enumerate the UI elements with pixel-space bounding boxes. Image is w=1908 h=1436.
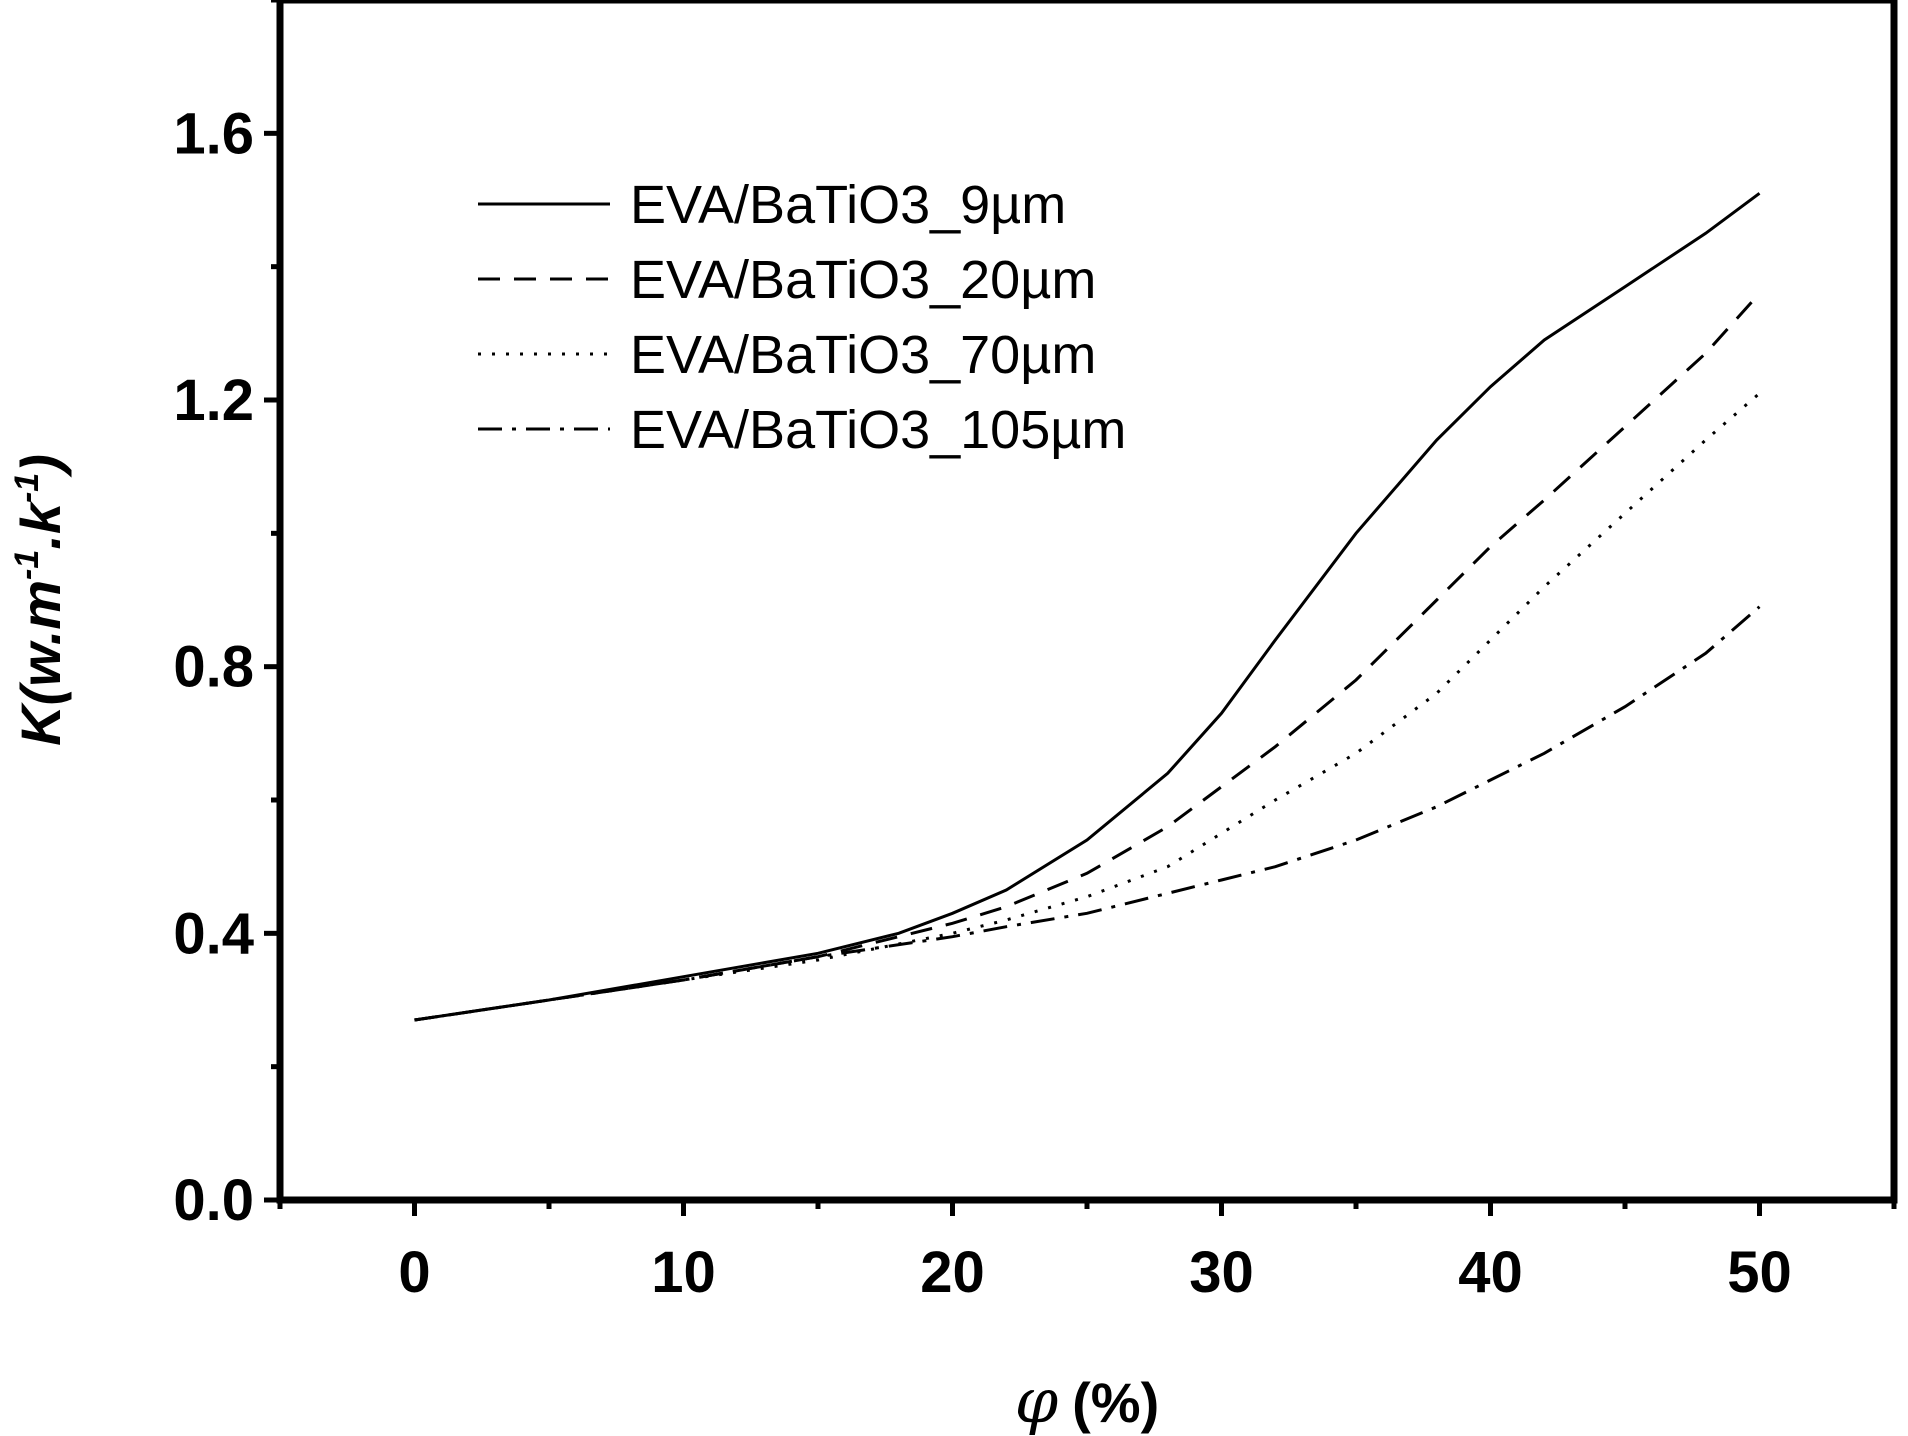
series-layer bbox=[414, 192, 1761, 1022]
y-tick-label: 0.8 bbox=[173, 635, 254, 700]
x-tick-label: 40 bbox=[1458, 1240, 1523, 1305]
series-line bbox=[414, 605, 1761, 1022]
x-tick-label: 50 bbox=[1727, 1240, 1792, 1305]
series-line bbox=[414, 192, 1761, 1022]
x-tick-label: 10 bbox=[651, 1240, 716, 1305]
legend-label: EVA/BaTiO3_20µm bbox=[630, 250, 1096, 310]
series-line bbox=[414, 292, 1761, 1022]
x-tick-label: 20 bbox=[920, 1240, 985, 1305]
y-axis-title-mid: .k bbox=[9, 500, 72, 550]
legend-label: EVA/BaTiO3_9µm bbox=[630, 175, 1066, 235]
y-tick-label: 0.0 bbox=[173, 1168, 254, 1233]
y-tick-label: 1.6 bbox=[173, 101, 254, 166]
y-tick-label: 0.4 bbox=[173, 901, 254, 966]
x-tick-label: 30 bbox=[1189, 1240, 1254, 1305]
y-axis-title-main: K(w.m bbox=[9, 580, 72, 746]
plot-frame bbox=[276, 0, 1898, 1204]
y-axis-ticks: 0.0 0.4 0.8 1.2 1.6 bbox=[173, 0, 280, 1233]
y-axis-title-sup2: -1 bbox=[8, 473, 46, 503]
x-axis-ticks: 0 10 20 30 40 50 bbox=[277, 1200, 1897, 1305]
x-axis-unit: (%) bbox=[1072, 1371, 1159, 1434]
x-axis-symbol: φ bbox=[1015, 1364, 1059, 1436]
y-tick-label: 1.2 bbox=[173, 368, 254, 433]
x-tick-label: 0 bbox=[398, 1240, 430, 1305]
legend: EVA/BaTiO3_9µm EVA/BaTiO3_20µm EVA/BaTiO3_… bbox=[478, 175, 1126, 460]
y-axis-title-sup1: -1 bbox=[8, 550, 46, 580]
legend-label: EVA/BaTiO3_105µm bbox=[630, 400, 1126, 460]
x-axis-title: φ (%) bbox=[1015, 1364, 1160, 1436]
legend-label: EVA/BaTiO3_70µm bbox=[630, 325, 1096, 385]
y-axis-title-close: ) bbox=[9, 454, 72, 478]
y-axis-title: K(w.m-1.k-1) bbox=[8, 454, 72, 746]
